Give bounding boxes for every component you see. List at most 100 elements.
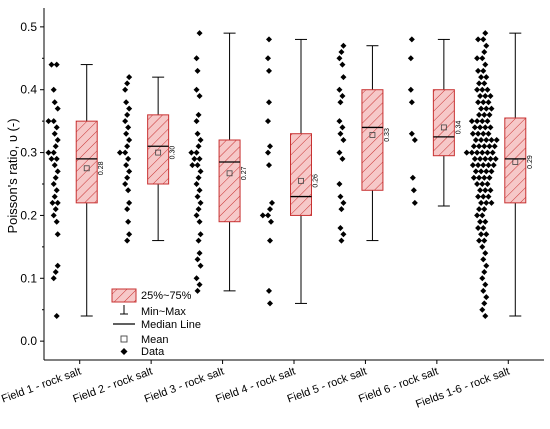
data-point [268,218,274,225]
data-point [196,218,203,225]
data-point [488,137,495,143]
x-category-label: Field 1 - rock salt [0,366,83,406]
data-point [196,281,203,288]
x-category-label: Field 3 - rock salt [143,366,226,406]
data-point [409,174,416,181]
data-point [122,181,129,187]
data-point [477,155,484,162]
data-point [492,155,499,162]
data-point [490,162,497,169]
data-point [479,306,486,313]
data-point [52,143,59,150]
data-point [337,99,344,106]
data-point [410,187,417,194]
data-point [480,287,487,294]
data-point [193,55,200,62]
data-point [50,212,57,219]
data-point [51,193,58,200]
data-point [480,67,487,74]
data-point [481,206,488,213]
y-tick-label: 0.4 [20,83,37,97]
data-point [475,225,482,231]
data-point [481,80,488,87]
data-point [477,218,484,225]
data-point [475,193,482,200]
data-point [479,243,486,250]
data-point [195,143,202,150]
data-point [124,80,131,87]
iqr-box [218,139,241,223]
data-point [267,300,273,307]
data-point [479,118,486,125]
legend-label-median: Median Line [141,319,201,331]
data-point [54,168,61,175]
data-point [54,137,61,143]
x-category-label: Field 5 - rock salt [286,366,369,406]
data-point [51,130,58,137]
data-point [484,149,491,156]
data-point [50,275,57,282]
iqr-box [75,120,98,204]
data-point [477,187,484,194]
y-tick-label: 0.3 [20,146,37,160]
data-point [468,118,475,125]
legend-data-symbol [120,348,128,355]
legend-label-mean: Mean [141,334,169,346]
data-point [482,313,489,319]
data-points [45,30,500,319]
data-point [479,181,486,187]
data-point [124,237,131,244]
data-point [481,300,488,307]
data-point [469,162,476,169]
mean-value-label: 0.28 [98,161,105,175]
data-point [339,61,346,68]
data-point [485,130,492,137]
data-point [52,269,59,275]
legend-label-whisker: Min~Max [141,306,186,318]
data-point [483,231,490,238]
iqr-box [432,89,455,157]
data-point [50,118,57,125]
data-point [197,137,204,143]
mean-marker [155,149,162,156]
data-point [52,174,59,181]
data-point [50,181,57,187]
data-point [487,155,494,162]
data-point [478,168,485,175]
data-point [266,36,272,43]
mean-value-label: 0.29 [527,155,534,169]
data-point [53,155,60,162]
data-point [53,313,60,319]
y-tick-label: 0.2 [20,208,37,222]
data-point [483,294,490,301]
data-point [267,206,273,213]
data-point [483,199,490,206]
data-point [123,130,130,137]
data-point [54,262,61,269]
data-point [195,237,202,244]
data-point [481,237,488,244]
data-point [339,124,346,131]
data-point [126,231,133,238]
data-point [336,118,343,125]
data-point [196,93,203,99]
data-point [408,36,415,43]
legend: 25%~75% Min~Max Median Line Mean Data [111,288,201,358]
data-point [468,149,475,156]
data-point [45,118,52,125]
data-point [481,269,488,275]
data-point [266,67,272,74]
data-point [126,168,133,175]
data-point [479,275,486,282]
data-point [265,118,271,125]
data-point [474,118,481,125]
boxes: 0.28 0.30 0.27 0.26 0.33 0.34 0.29 [75,32,534,317]
data-point [53,218,60,225]
data-point [338,206,345,213]
data-point [477,93,484,99]
data-point [408,99,415,106]
data-point [482,124,489,131]
data-point [482,155,489,162]
data-point [477,124,484,131]
